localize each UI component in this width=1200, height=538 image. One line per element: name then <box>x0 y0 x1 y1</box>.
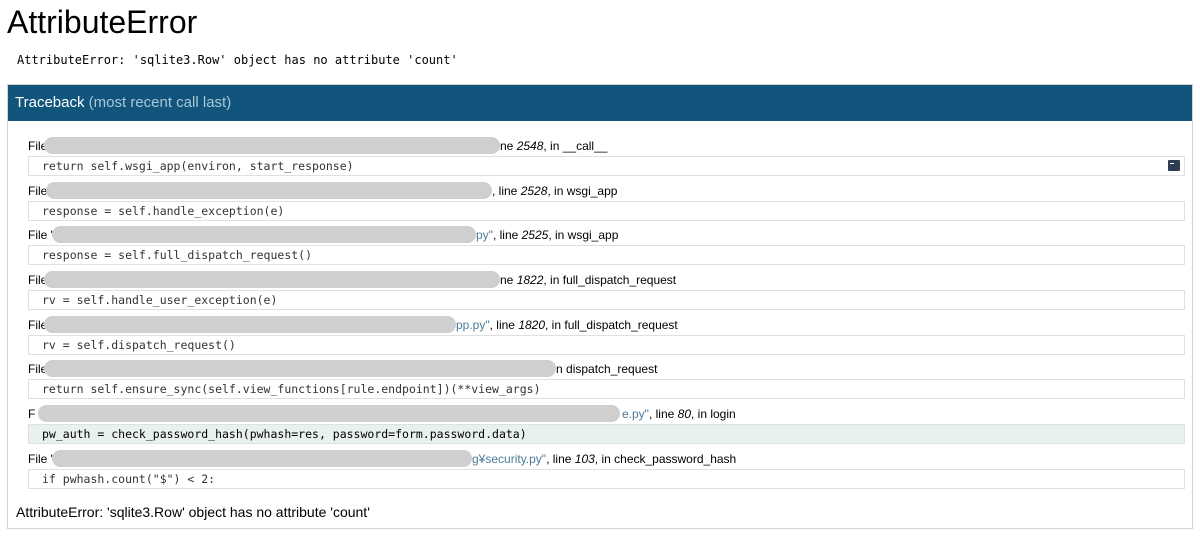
source-code: pw_auth = check_password_hash(pwhash=res… <box>42 427 527 442</box>
file-prefix: File <box>28 362 48 377</box>
page-title: AttributeError <box>7 4 198 40</box>
file-prefix: File " <box>28 451 55 466</box>
source-code: rv = self.dispatch_request() <box>42 337 236 352</box>
traceback-header: Traceback (most recent call last) <box>8 85 1192 121</box>
frame-list: File ne 2548, in __call__ return self.wsg… <box>28 137 1185 495</box>
traceback-frame: File " py", line 2525, in wsgi_app respon… <box>28 226 1185 271</box>
in-label: , in <box>543 273 563 288</box>
traceback-frame: File , line 2528, in wsgi_app response = … <box>28 181 1185 227</box>
function-name: full_dispatch_request <box>562 273 677 288</box>
line-number: 1822 <box>516 273 544 288</box>
file-prefix: File <box>28 273 48 288</box>
line-label: ne <box>500 139 517 153</box>
file-prefix: File <box>28 183 48 198</box>
function-name: full_dispatch_request <box>564 317 678 332</box>
source-code: rv = self.handle_user_exception(e) <box>42 293 278 308</box>
in-label: , in <box>545 317 565 332</box>
frame-file-line: File ne 2548, in __call__ <box>28 137 1185 155</box>
function-name: login <box>710 407 736 422</box>
traceback-panel: Traceback (most recent call last) File ne… <box>7 84 1193 529</box>
file-path: pp.py" <box>456 317 490 332</box>
line-label: , line <box>648 407 678 422</box>
file-prefix: File <box>28 139 48 153</box>
source-line[interactable]: response = self.full_dispatch_request() <box>28 245 1185 266</box>
redacted-path <box>44 137 500 154</box>
traceback-title: Traceback <box>15 94 85 111</box>
line-number: 2528 <box>520 183 548 198</box>
traceback-frame: File pp.py", line 1820, in full_dispatch_… <box>28 315 1185 361</box>
function-name: wsgi_app <box>567 228 619 243</box>
redacted-path <box>38 405 620 423</box>
source-code: if pwhash.count("$") < 2: <box>42 471 216 486</box>
console-icon[interactable] <box>1168 160 1180 171</box>
redacted-path <box>44 271 500 289</box>
source-line-current[interactable]: pw_auth = check_password_hash(pwhash=res… <box>28 424 1185 445</box>
frame-file-line: File " py", line 2525, in wsgi_app <box>28 226 1185 244</box>
redacted-path <box>46 181 492 199</box>
line-number: 80 <box>677 407 691 422</box>
line-label: ne <box>500 273 517 288</box>
line-number: 103 <box>574 451 595 466</box>
redacted-path <box>44 315 456 333</box>
line-label: , line <box>492 183 521 198</box>
line-label: , line <box>489 317 519 332</box>
source-line[interactable]: return self.wsgi_app(environ, start_resp… <box>28 156 1185 176</box>
line-label: , line <box>492 228 522 243</box>
file-prefix: F <box>28 407 36 422</box>
line-label: n <box>556 362 567 377</box>
traceback-frame: File ne 1822, in full_dispatch_request rv… <box>28 271 1185 316</box>
line-label: , line <box>546 451 575 466</box>
file-prefix: File " <box>28 228 55 243</box>
in-label: , in <box>543 139 563 153</box>
line-number: 1820 <box>518 317 546 332</box>
source-code: return self.ensure_sync(self.view_functi… <box>42 382 541 397</box>
in-label: , in <box>691 407 711 422</box>
source-code: response = self.handle_exception(e) <box>42 203 285 218</box>
redacted-path <box>44 360 556 378</box>
traceback-frame: File ne 2548, in __call__ return self.wsg… <box>28 137 1185 182</box>
source-line[interactable]: if pwhash.count("$") < 2: <box>28 468 1185 489</box>
frame-file-line: File pp.py", line 1820, in full_dispatch_… <box>28 315 1185 334</box>
file-path: g¥security.py" <box>472 451 547 466</box>
function-name: __call__ <box>562 139 608 153</box>
frame-file-line: File ne 1822, in full_dispatch_request <box>28 271 1185 289</box>
traceback-hint: (most recent call last) <box>88 94 232 111</box>
traceback-frame: File n dispatch_request return self.ensur… <box>28 360 1185 405</box>
function-name: check_password_hash <box>614 451 737 466</box>
source-line[interactable]: rv = self.handle_user_exception(e) <box>28 290 1185 311</box>
redacted-path <box>52 226 476 244</box>
function-name: wsgi_app <box>566 183 618 198</box>
source-code: response = self.full_dispatch_request() <box>42 248 313 263</box>
file-path: e.py" <box>622 407 649 422</box>
line-number: 2548 <box>516 139 544 153</box>
file-prefix: File <box>28 317 48 332</box>
source-code: return self.wsgi_app(environ, start_resp… <box>42 159 354 173</box>
line-number: 2525 <box>521 228 549 243</box>
in-label: , in <box>548 228 568 243</box>
in-label: , in <box>547 183 567 198</box>
file-path: py" <box>476 228 493 243</box>
error-message: AttributeError: 'sqlite3.Row' object has… <box>17 53 458 67</box>
source-line[interactable]: response = self.handle_exception(e) <box>28 200 1185 221</box>
source-line[interactable]: return self.ensure_sync(self.view_functi… <box>28 379 1185 400</box>
redacted-path <box>52 449 472 467</box>
traceback-frame: File " g¥security.py", line 103, in check… <box>28 449 1185 495</box>
function-name: dispatch_request <box>566 362 658 377</box>
frame-file-line: File " g¥security.py", line 103, in check… <box>28 449 1185 468</box>
frame-file-line: File n dispatch_request <box>28 360 1185 378</box>
frame-file-line: File , line 2528, in wsgi_app <box>28 181 1185 200</box>
final-error-message: AttributeError: 'sqlite3.Row' object has… <box>16 504 370 520</box>
in-label: , in <box>594 451 615 466</box>
source-line[interactable]: rv = self.dispatch_request() <box>28 334 1185 355</box>
